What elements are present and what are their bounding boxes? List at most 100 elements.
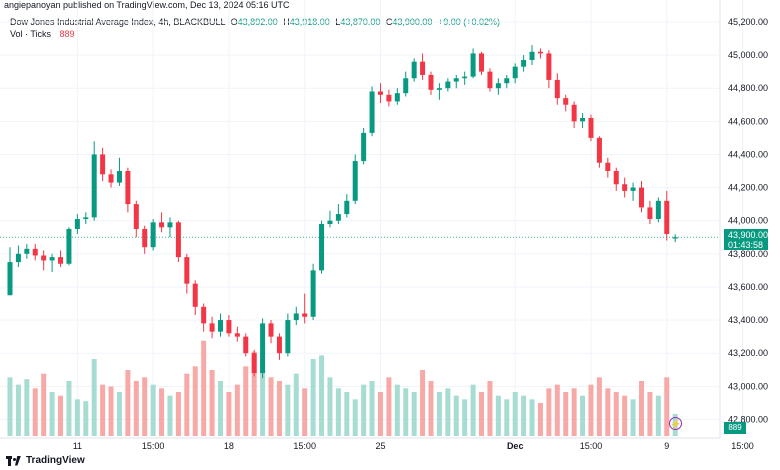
volume-bar [276, 381, 282, 436]
volume-bar [647, 392, 653, 436]
candle-body [352, 161, 358, 201]
candle-body [655, 200, 661, 220]
candle [293, 306, 299, 326]
candle-body [335, 214, 341, 221]
candle-body [403, 78, 409, 94]
candle [327, 210, 333, 228]
candle [91, 141, 97, 221]
candle [116, 157, 122, 186]
price-axis[interactable]: 42,800.00 43,000.00 43,200.00 43,400.00 43,6… [728, 17, 768, 425]
volume-bar [369, 381, 375, 436]
candle [159, 212, 165, 233]
price-tick-label: 42,800.00 [728, 414, 768, 424]
candle-body [613, 171, 619, 185]
candle [571, 101, 577, 128]
volume-bar [100, 384, 106, 436]
candle-body [142, 228, 148, 248]
candle-body [192, 283, 198, 307]
candle-body [218, 320, 223, 332]
volume-bar [428, 381, 434, 436]
volume-bar [588, 384, 594, 436]
candle-body [596, 137, 602, 163]
candle-body [49, 257, 55, 261]
volume-bar [386, 377, 392, 436]
candle-body [319, 224, 325, 271]
candle-body [411, 61, 417, 79]
volume-label[interactable]: Vol · Ticks [10, 29, 52, 39]
candle [150, 219, 156, 251]
candle-body [369, 91, 375, 133]
volume-bar [344, 392, 350, 436]
candle [352, 154, 358, 205]
candle-body [639, 187, 644, 208]
volume-bar [58, 395, 64, 436]
volume-bar [335, 388, 341, 436]
candle-body [116, 171, 122, 183]
candle [125, 167, 131, 213]
volume-bar [411, 392, 417, 436]
candle-body [58, 257, 64, 264]
candle [74, 214, 80, 234]
candle [142, 225, 148, 254]
lightning-icon[interactable]: ⚡ [669, 417, 682, 430]
candle [596, 136, 602, 168]
tradingview-logo[interactable]: TradingView [6, 455, 85, 466]
candle-body [201, 306, 207, 324]
price-tick-label: 44,000.00 [728, 216, 768, 226]
candle [563, 94, 569, 112]
candle [319, 220, 325, 274]
time-tick-label: 15:00 [142, 441, 165, 451]
time-tick-label: 9 [664, 441, 669, 451]
price-tick-label: 44,800.00 [728, 83, 768, 93]
volume-bar [243, 366, 249, 436]
candle-body [150, 222, 156, 248]
candle [24, 243, 30, 259]
volume-bar [470, 384, 476, 436]
candle [108, 169, 114, 188]
volume-bar [192, 366, 198, 436]
volume-value: 889 [59, 29, 75, 39]
price-tick-label: 44,200.00 [728, 183, 768, 193]
volume-bar [74, 399, 80, 436]
price-tick-label: 45,000.00 [728, 50, 768, 60]
price-tick-label: 43,200.00 [728, 348, 768, 358]
candle-body [554, 79, 560, 99]
volume-bar [175, 392, 181, 436]
price-tick-label: 43,400.00 [728, 315, 768, 325]
volume-bar [83, 401, 89, 436]
candle [529, 45, 535, 65]
candle-body [344, 200, 350, 215]
volume-bar [453, 395, 459, 436]
candle-body [605, 162, 611, 171]
candle-body [15, 253, 21, 263]
volume-bar [420, 370, 426, 436]
candle-body [226, 320, 232, 334]
volume-bar [7, 377, 13, 436]
candle [655, 197, 661, 223]
candle-body [571, 104, 577, 122]
candle-body [293, 313, 299, 321]
volume-legend[interactable]: Vol · Ticks 889 [10, 29, 75, 39]
candle-body [74, 219, 80, 229]
candle-body [495, 83, 501, 89]
candle-body [386, 94, 392, 102]
price-tick-label: 43,600.00 [728, 282, 768, 292]
candle [495, 78, 501, 95]
candle [436, 83, 442, 100]
candle [218, 313, 223, 337]
candle [588, 114, 594, 142]
candle-body [32, 248, 38, 256]
time-tick-label: 11 [73, 441, 82, 451]
candle-body [529, 51, 535, 61]
candle [521, 55, 527, 72]
volume-bar [495, 395, 501, 436]
volume-bar [487, 381, 493, 436]
volume-bar [201, 340, 207, 436]
candle-body [647, 207, 653, 220]
volume-bar [352, 399, 358, 436]
volume-bar [49, 392, 55, 436]
last-price-value: 43,900.00 [728, 230, 769, 240]
candle [580, 113, 586, 128]
